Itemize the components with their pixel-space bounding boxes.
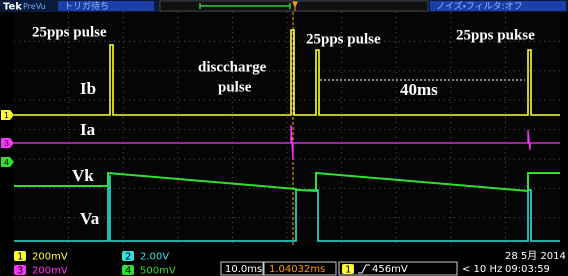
trace-label: Va: [80, 209, 100, 228]
page: {"header":{"brand":"Tek","mode":"PreVu",…: [0, 0, 568, 276]
channel-marker-label: 3: [4, 139, 9, 148]
annotation: 25pps pulse: [306, 31, 381, 47]
time: 09:03:59: [505, 264, 550, 275]
channel-id: 3: [17, 266, 23, 276]
channel-marker-label: 4: [4, 158, 9, 167]
trigger-source: 1: [345, 265, 351, 276]
timebase: 10.0ms: [225, 264, 262, 275]
annotation: pulse: [218, 79, 252, 95]
mode: PreVu: [23, 2, 46, 11]
brand: Tek: [3, 2, 22, 13]
channel-id: 2: [125, 252, 131, 263]
position: 1.04032ms: [269, 264, 325, 275]
channel-marker-label: 1: [4, 111, 9, 120]
scope-screen: Tek PreVu トリガ待ち ノイズ・フィルタ:オフ 40ms 25pps p…: [0, 0, 568, 276]
status: トリガ待ち: [64, 0, 109, 12]
trace-label: Vk: [72, 166, 94, 185]
annotation: 25pps pukse: [456, 27, 535, 43]
frequency: < 10 Hz: [462, 264, 502, 275]
trace-label: Ib: [80, 79, 96, 98]
interval-label: 40ms: [400, 80, 438, 99]
trace-label: Ia: [80, 120, 96, 139]
annotation: disccharge: [198, 59, 267, 75]
date: 28 5月 2014: [505, 250, 566, 262]
channel-id: 4: [125, 266, 131, 276]
channel-scale: 500mV: [140, 266, 176, 276]
trigger-level: 456mV: [372, 264, 408, 275]
annotation: 25pps pulse: [32, 24, 107, 40]
channel-scale: 200mV: [32, 266, 68, 276]
channel-id: 1: [17, 252, 23, 263]
channel-scale: 2.00V: [140, 252, 169, 263]
channel-scale: 200mV: [32, 252, 68, 263]
filter: ノイズ・フィルタ:オフ: [436, 0, 523, 12]
